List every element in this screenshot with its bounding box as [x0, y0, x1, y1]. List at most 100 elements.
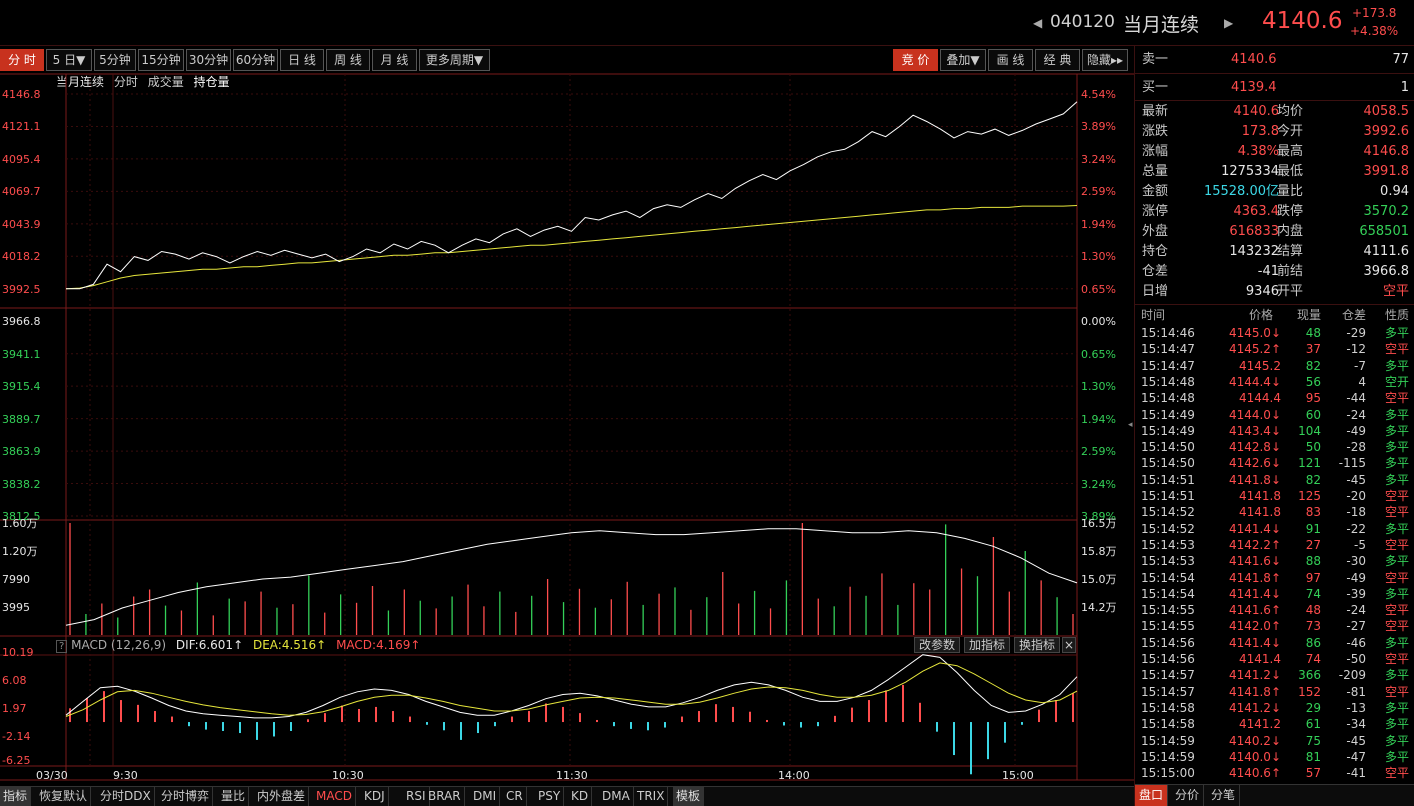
tick-oi-change: -22 [1346, 521, 1366, 536]
add-indicator-button[interactable]: 加指标 [964, 637, 1010, 653]
tick-nature: 空平 [1384, 391, 1409, 406]
indicator-tab-8[interactable]: RSI [403, 787, 430, 806]
prev-symbol-icon[interactable]: ◀ [1033, 16, 1043, 30]
tick-volume: 125 [1298, 489, 1321, 503]
tick-row: 15:15:00 4140.6↑ 57 -41 空平 [1135, 765, 1414, 781]
last-price: 4140.6 [1262, 8, 1343, 34]
legend-open-interest: 持仓量 [193, 75, 230, 89]
tick-row: 15:14:59 4140.2↓ 75 -45 多平 [1135, 733, 1414, 749]
tick-price: 4140.2↓ [1228, 733, 1281, 748]
period-button-8[interactable]: 月 线 [372, 49, 417, 71]
quote-value: 143232 [1229, 244, 1279, 259]
tick-volume: 95 [1305, 391, 1321, 406]
period-button-0[interactable]: 分 时 [0, 49, 44, 71]
period-button-2[interactable]: 5分钟 [94, 49, 136, 71]
tool-button-3[interactable]: 经 典 [1035, 49, 1080, 71]
oi-tick-label: 16.5万 [1081, 517, 1117, 530]
switch-indicator-button[interactable]: 换指标 [1014, 637, 1060, 653]
indicator-tab-15[interactable]: TRIX [634, 787, 669, 806]
panel-tab-1[interactable]: 分价 [1171, 785, 1205, 806]
next-symbol-icon[interactable]: ▶ [1224, 16, 1234, 30]
indicator-tab-7[interactable]: KDJ [361, 787, 389, 806]
indicator-tab-16[interactable]: 模板 [673, 787, 705, 806]
period-button-4[interactable]: 30分钟 [186, 49, 231, 71]
indicator-tab-10[interactable]: DMI [470, 787, 501, 806]
tick-oi-change: -24 [1346, 407, 1366, 422]
time-tick-label: 14:00 [778, 769, 810, 782]
tick-nature: 多平 [1384, 733, 1409, 748]
tick-oi-change: -27 [1346, 619, 1366, 634]
help-icon[interactable]: ? [56, 640, 68, 653]
tool-button-2[interactable]: 画 线 [988, 49, 1033, 71]
tick-price: 4142.6↓ [1228, 456, 1281, 471]
quote-row: 最新 4140.6 均价 4058.5 [1135, 102, 1414, 122]
indicator-tab-2[interactable]: 分时DDX [97, 787, 155, 806]
macd-tick-label: 10.19 [2, 646, 34, 659]
period-button-1[interactable]: 5 日▼ [46, 49, 92, 71]
tick-volume: 57 [1305, 766, 1321, 781]
indicator-tab-1[interactable]: 恢复默认 [36, 787, 92, 806]
quote-label: 开平 [1277, 284, 1304, 299]
indicator-tab-9[interactable]: BRAR [425, 787, 465, 806]
period-button-9[interactable]: 更多周期▼ [419, 49, 490, 71]
period-button-3[interactable]: 15分钟 [138, 49, 184, 71]
tool-button-1[interactable]: 叠加▼ [940, 49, 986, 71]
tick-volume: 75 [1305, 733, 1321, 748]
quote-value: 3966.8 [1363, 264, 1410, 279]
tick-volume: 74 [1305, 652, 1321, 666]
panel-tab-0[interactable]: 盘口 [1135, 785, 1169, 806]
tick-oi-change: -49 [1346, 423, 1366, 438]
tick-row: 15:14:48 4144.4↓ 56 4 空开 [1135, 374, 1414, 390]
period-button-5[interactable]: 60分钟 [233, 49, 278, 71]
tick-nature: 空平 [1384, 342, 1409, 357]
tick-nature: 空平 [1384, 766, 1409, 781]
indicator-tab-12[interactable]: PSY [535, 787, 565, 806]
tick-volume: 73 [1305, 619, 1321, 634]
indicator-tab-3[interactable]: 分时博弈 [158, 787, 214, 806]
tick-row: 15:14:56 4141.4 74 -50 空平 [1135, 651, 1414, 667]
tick-time: 15:14:56 [1141, 652, 1195, 666]
indicator-tab-14[interactable]: DMA [599, 787, 634, 806]
buy1-label: 买一 [1142, 80, 1169, 95]
panel-tab-2[interactable]: 分笔 [1207, 785, 1241, 806]
edit-params-button[interactable]: 改参数 [914, 637, 960, 653]
tick-price: 4142.0↑ [1228, 619, 1281, 634]
tick-volume: 152 [1298, 684, 1321, 699]
indicator-tab-11[interactable]: CR [503, 787, 527, 806]
price-tick-label: 3992.5 [2, 282, 41, 296]
quote-value: 4140.6 [1233, 104, 1280, 119]
intraday-chart[interactable] [0, 0, 1134, 786]
chart-legend: 当月连续 分时 成交量 持仓量 [56, 73, 230, 90]
period-button-7[interactable]: 周 线 [326, 49, 370, 71]
indicator-tab-5[interactable]: 内外盘差 [254, 787, 310, 806]
tick-volume: 91 [1305, 521, 1321, 536]
tick-time: 15:14:55 [1141, 603, 1195, 618]
close-indicator-icon[interactable]: × [1062, 637, 1076, 653]
quote-row: 金额 15528.00亿 量比 0.94 [1135, 182, 1414, 202]
macd-tick-label: 6.08 [2, 674, 27, 687]
collapse-panel-icon[interactable]: ◂ [1128, 420, 1133, 430]
tick-row: 15:14:58 4141.2 61 -34 多平 [1135, 716, 1414, 732]
tick-oi-change: -45 [1346, 472, 1366, 487]
quote-label: 最新 [1142, 104, 1169, 119]
indicator-tab-6[interactable]: MACD [313, 787, 356, 806]
indicator-tab-4[interactable]: 量比 [218, 787, 250, 806]
oi-tick-label: 15.0万 [1081, 573, 1117, 586]
tick-price: 4141.8↑ [1228, 684, 1281, 699]
tick-nature: 多平 [1384, 717, 1409, 732]
tick-nature: 空平 [1384, 603, 1409, 618]
price-tick-label: 4095.4 [2, 152, 41, 166]
tick-row: 15:14:50 4142.8↓ 50 -28 多平 [1135, 439, 1414, 455]
quote-value: 616833 [1229, 224, 1279, 239]
indicator-tab-13[interactable]: KD [568, 787, 593, 806]
period-button-6[interactable]: 日 线 [280, 49, 324, 71]
tool-button-4[interactable]: 隐藏▸▸ [1082, 49, 1128, 71]
quote-label: 最低 [1277, 164, 1304, 179]
volume-tick-label: 1.20万 [2, 545, 38, 558]
indicator-tab-0[interactable]: 指标 [0, 787, 32, 806]
tick-time: 15:14:46 [1141, 326, 1195, 340]
price-tick-label: 4018.2 [2, 250, 41, 264]
tick-time: 15:14:50 [1141, 456, 1195, 471]
tool-button-0[interactable]: 竞 价 [893, 49, 938, 71]
pct-tick-label: 0.65% [1081, 282, 1116, 296]
